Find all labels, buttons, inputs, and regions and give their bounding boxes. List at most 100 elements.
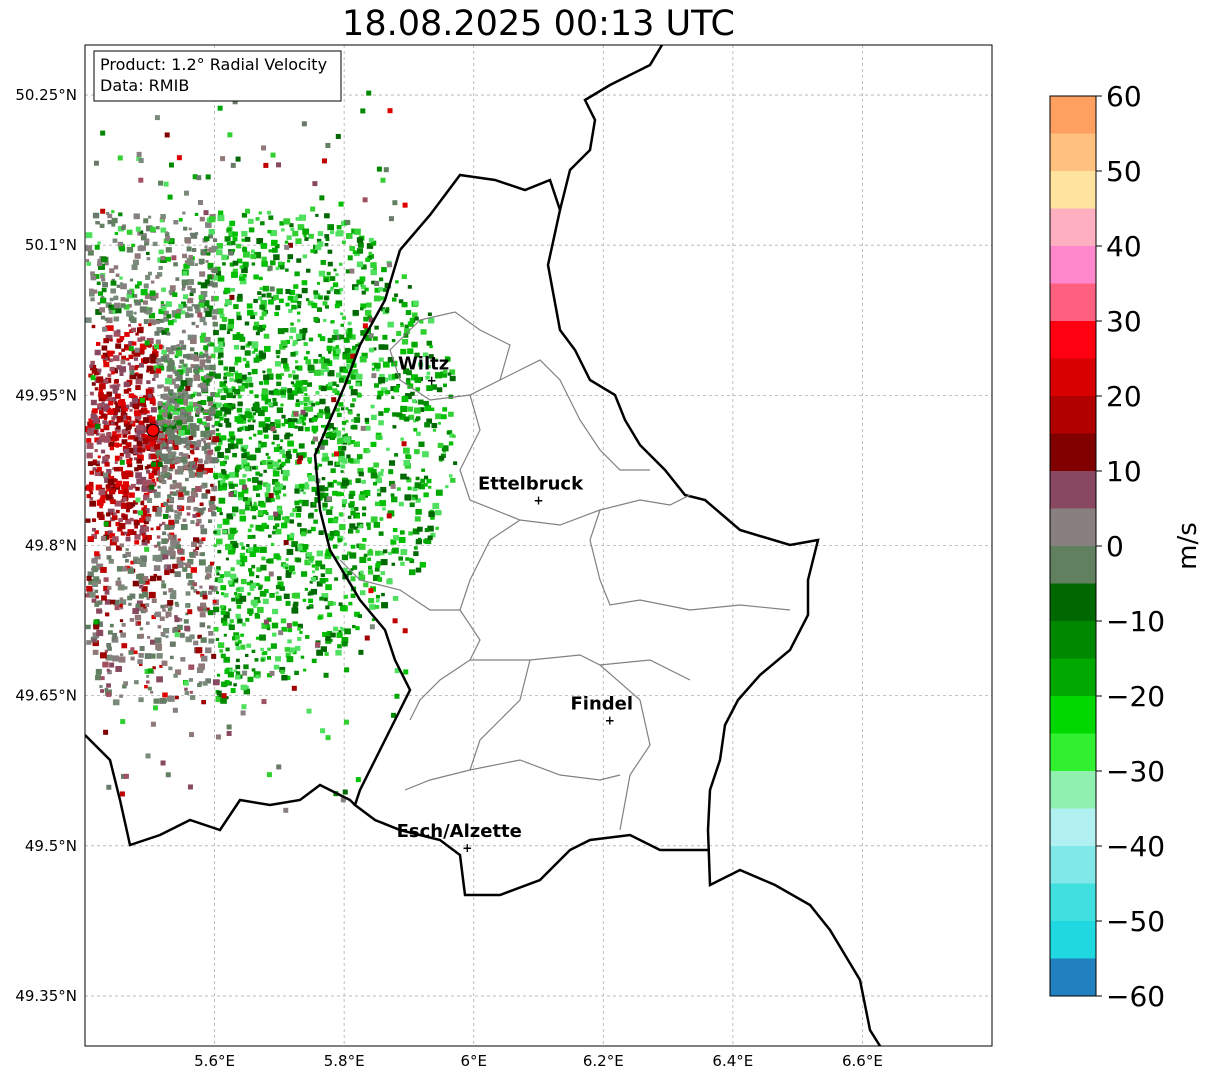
echo-pixel xyxy=(331,334,337,340)
echo-pixel xyxy=(317,231,324,236)
echo-pixel xyxy=(109,599,116,605)
echo-pixel xyxy=(400,323,405,328)
echo-pixel xyxy=(406,380,411,385)
echo-pixel xyxy=(138,652,144,658)
echo-pixel xyxy=(213,475,219,480)
echo-pixel xyxy=(174,345,178,349)
echo-pixel xyxy=(152,377,156,381)
echo-pixel xyxy=(112,699,120,706)
echo-pixel xyxy=(156,543,161,547)
echo-pixel xyxy=(295,402,301,407)
echo-pixel xyxy=(228,491,234,497)
echo-pixel xyxy=(259,634,266,641)
echo-pixel xyxy=(300,655,305,659)
echo-pixel xyxy=(298,443,305,449)
echo-pixel xyxy=(216,566,221,571)
echo-pixel xyxy=(190,431,197,438)
echo-pixel xyxy=(170,345,177,351)
echo-pixel xyxy=(98,383,106,390)
echo-pixel xyxy=(350,593,356,598)
echo-pixel xyxy=(141,443,148,449)
echo-pixel xyxy=(167,600,174,606)
echo-pixel xyxy=(157,384,162,389)
echo-pixel xyxy=(88,536,94,542)
echo-pixel xyxy=(114,455,120,461)
colorbar-tick-label: −30 xyxy=(1106,755,1165,788)
echo-pixel xyxy=(211,315,217,320)
echo-pixel xyxy=(167,414,173,419)
echo-pixel xyxy=(329,530,335,536)
echo-pixel xyxy=(283,328,289,333)
echo-pixel xyxy=(113,512,117,516)
echo-pixel xyxy=(409,318,414,322)
echo-pixel xyxy=(133,294,138,298)
echo-pixel xyxy=(108,310,113,314)
echo-pixel xyxy=(183,363,187,367)
echo-pixel xyxy=(126,310,133,317)
echo-pixel xyxy=(174,632,180,638)
echo-pixel xyxy=(184,260,189,264)
echo-pixel xyxy=(199,382,207,389)
echo-pixel xyxy=(176,556,184,563)
echo-pixel xyxy=(200,606,207,612)
echo-pixel xyxy=(415,509,422,515)
echo-pixel xyxy=(119,366,127,373)
echo-pixel xyxy=(292,295,299,301)
echo-pixel xyxy=(235,156,241,162)
echo-pixel xyxy=(288,422,295,429)
echo-pixel xyxy=(343,337,350,343)
echo-pixel xyxy=(322,631,328,637)
echo-pixel xyxy=(124,298,129,302)
echo-pixel xyxy=(201,655,208,662)
echo-pixel xyxy=(366,243,374,249)
echo-pixel xyxy=(189,449,195,454)
echo-pixel xyxy=(393,387,400,393)
echo-pixel xyxy=(241,447,247,452)
echo-pixel xyxy=(220,697,227,704)
echo-pixel xyxy=(274,244,280,249)
echo-pixel xyxy=(446,431,451,435)
echo-pixel xyxy=(157,462,163,468)
echo-pixel xyxy=(299,543,304,548)
echo-pixel xyxy=(199,585,203,589)
echo-pixel xyxy=(258,211,262,215)
echo-pixel xyxy=(180,657,186,662)
echo-pixel xyxy=(376,166,382,172)
echo-pixel xyxy=(227,404,234,411)
echo-pixel xyxy=(346,363,352,369)
echo-pixel xyxy=(277,510,283,515)
echo-pixel xyxy=(146,464,152,469)
echo-pixel xyxy=(214,529,221,536)
echo-pixel xyxy=(452,434,456,438)
echo-pixel xyxy=(232,99,238,105)
echo-pixel xyxy=(381,592,385,597)
echo-pixel xyxy=(298,455,304,461)
echo-pixel xyxy=(167,515,171,519)
echo-pixel xyxy=(435,509,442,516)
echo-pixel xyxy=(324,367,330,372)
echo-pixel xyxy=(394,373,401,379)
echo-pixel xyxy=(132,365,138,371)
echo-pixel xyxy=(265,496,272,503)
echo-pixel xyxy=(227,438,232,442)
echo-pixel xyxy=(306,268,311,273)
echo-pixel xyxy=(275,584,281,590)
echo-pixel xyxy=(414,316,419,321)
echo-pixel xyxy=(383,167,389,173)
echo-pixel xyxy=(373,383,380,388)
lat-tick-label: 50.1°N xyxy=(25,236,77,254)
echo-pixel xyxy=(449,433,454,438)
echo-pixel xyxy=(198,295,204,300)
echo-pixel xyxy=(285,458,291,464)
echo-pixel xyxy=(156,466,160,471)
echo-pixel xyxy=(285,558,289,561)
echo-pixel xyxy=(181,425,187,431)
echo-pixel xyxy=(183,190,189,196)
echo-pixel xyxy=(282,453,287,459)
echo-pixel xyxy=(108,358,113,363)
echo-pixel xyxy=(345,269,351,274)
echo-pixel xyxy=(315,244,322,251)
echo-pixel xyxy=(259,381,264,385)
echo-pixel xyxy=(375,599,380,603)
echo-pixel xyxy=(247,419,251,423)
